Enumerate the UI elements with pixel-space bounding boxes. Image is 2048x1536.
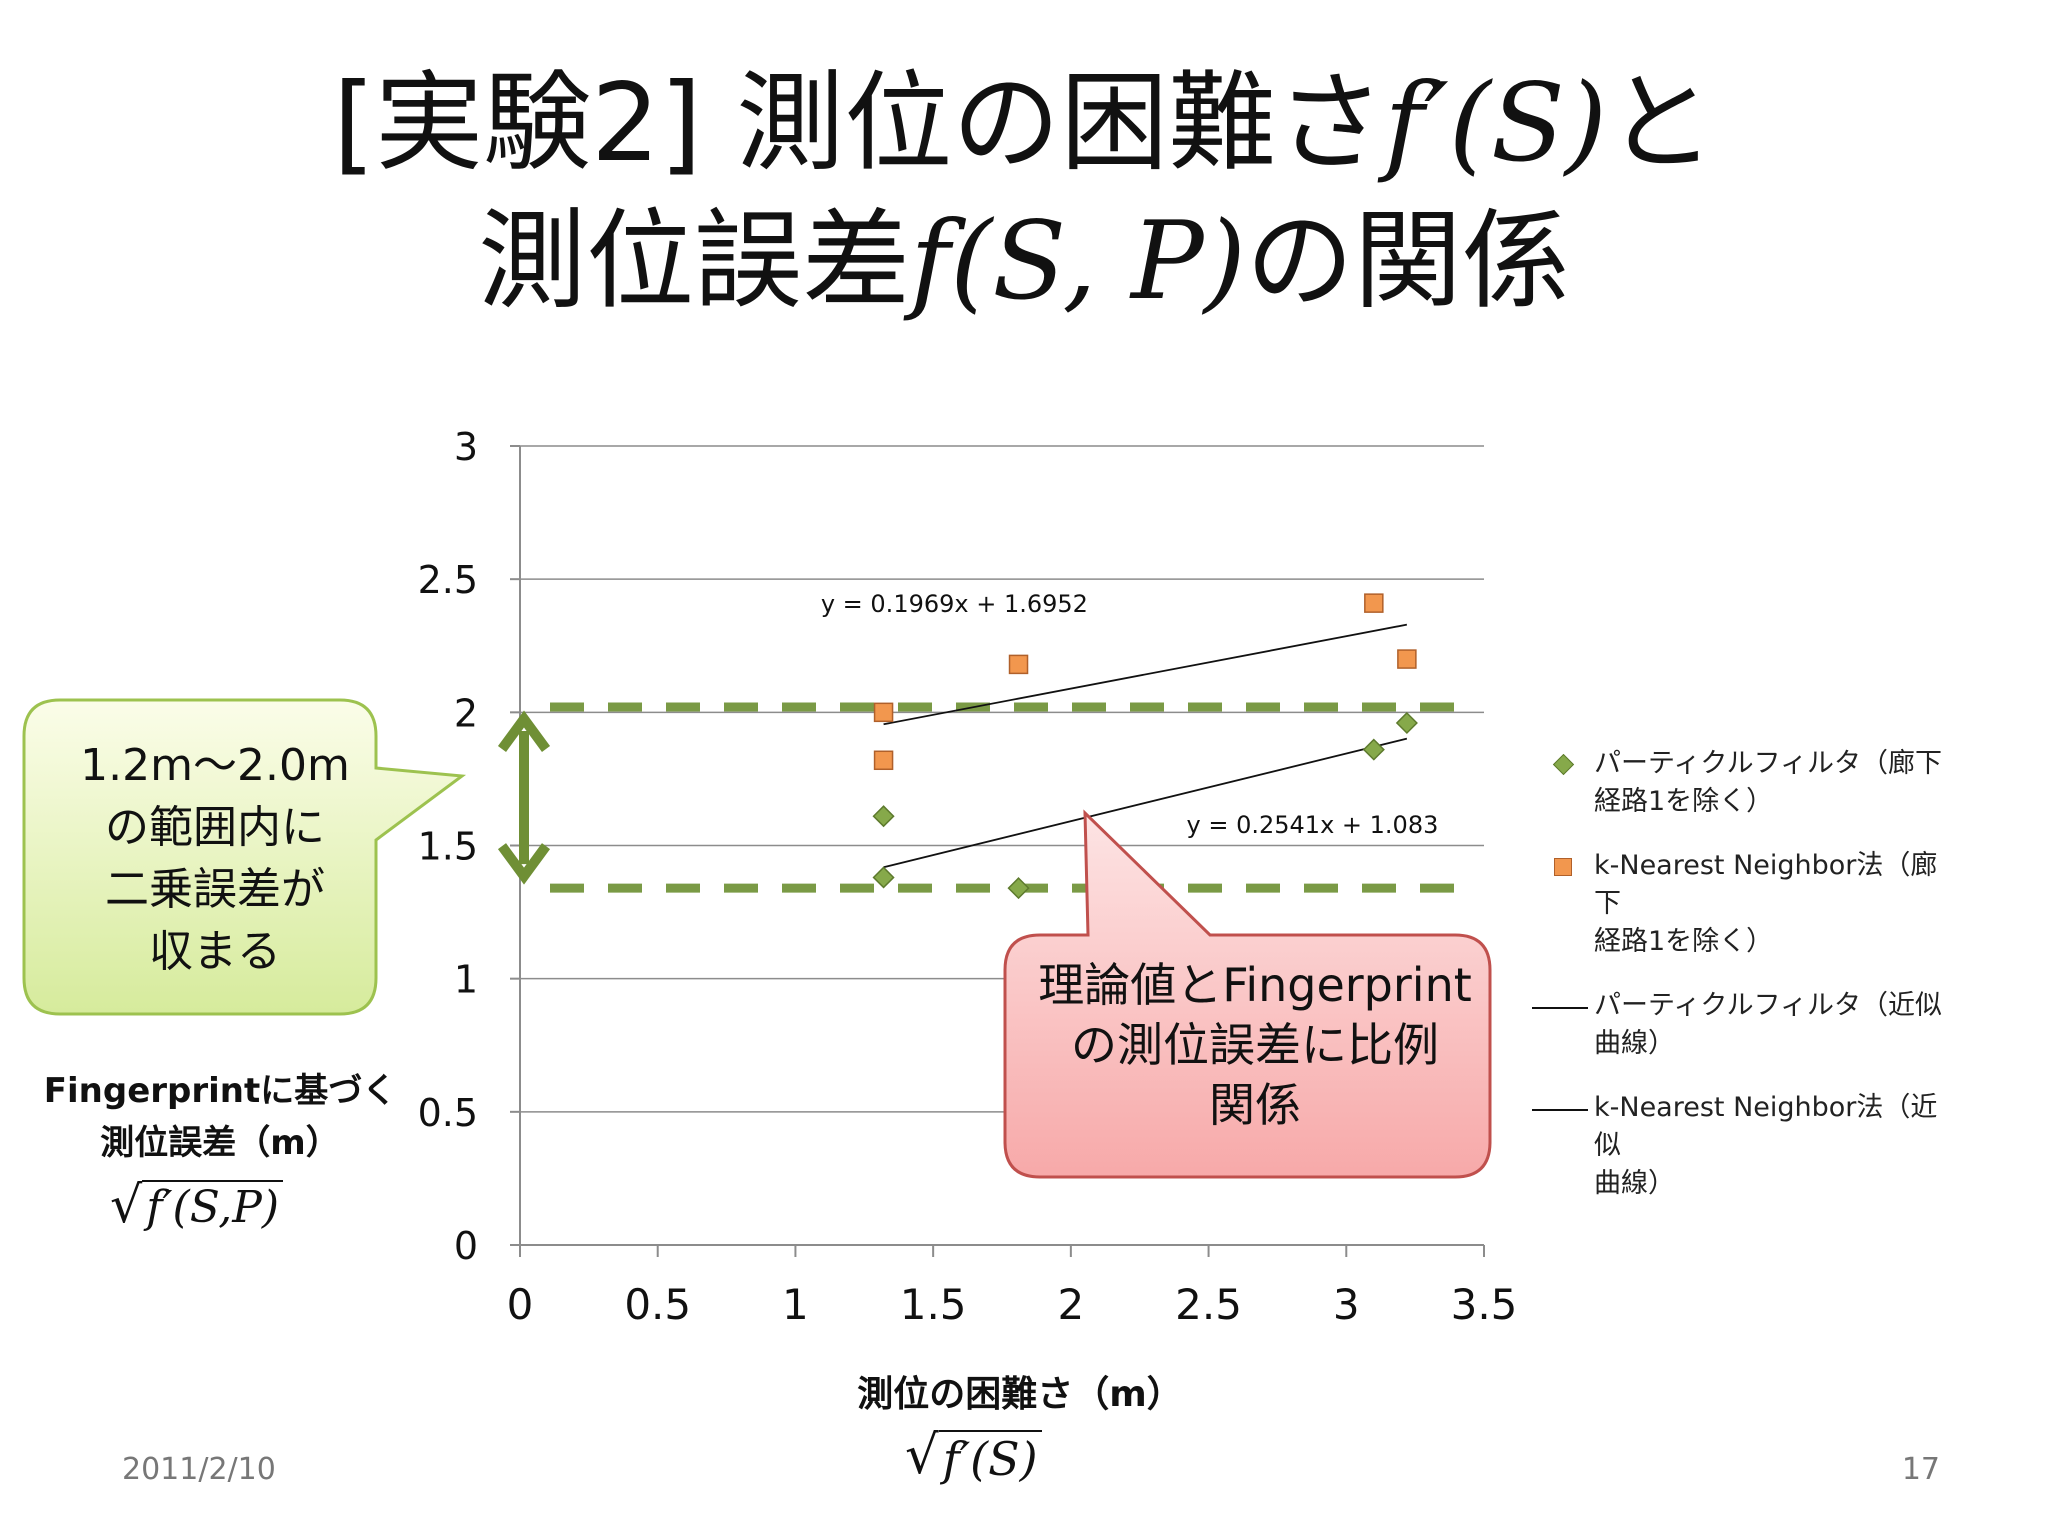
green-callout-line: 二乗誤差が [105, 864, 325, 915]
x-axis-formula-text: f′(S) [938, 1430, 1042, 1485]
y-axis-label: Fingerprintに基づく 測位誤差（m） [40, 1065, 400, 1169]
trendline [883, 623, 1408, 726]
red-callout-line: 関係 [1209, 1078, 1301, 1132]
legend-marker-square-icon [1530, 847, 1594, 887]
reference-lines [550, 702, 1474, 893]
y-axis-label-line: Fingerprintに基づく [43, 1071, 397, 1111]
legend-label: パーティクルフィルタ（近似 曲線） [1594, 990, 1943, 1059]
x-tick-label: 2.5 [1175, 1280, 1242, 1329]
slide-page-number: 17 [1901, 1452, 1940, 1487]
x-tick-label: 1 [782, 1280, 809, 1329]
legend-label: k-Nearest Neighbor法（近似 曲線） [1594, 1092, 1938, 1199]
title-line-1-suffix: と [1607, 61, 1716, 186]
y-axis-label-line: 測位誤差（m） [100, 1123, 340, 1163]
trendlines [883, 623, 1408, 869]
range-arrow-head-up [497, 710, 551, 752]
grid-lines [520, 445, 1484, 1113]
green-callout-line: の範囲内に [105, 802, 325, 853]
x-tick-label: 1.5 [900, 1280, 967, 1329]
title-line-1-text: [実験2] 測位の困難さ [332, 61, 1385, 186]
y-tick-label: 1 [454, 958, 478, 1002]
x-axis-label: 測位の困難さ（m） [857, 1374, 1183, 1415]
range-arrow [497, 710, 551, 885]
data-point-diamond [872, 805, 895, 828]
x-tick-label: 0.5 [624, 1280, 691, 1329]
legend-marker-diamond-icon [1530, 745, 1594, 785]
slide-date: 2011/2/10 [122, 1452, 276, 1487]
title-line-2: 測位誤差f(S, P)の関係 [0, 193, 2048, 331]
legend-marker-line-icon [1530, 1089, 1594, 1129]
chart-legend: パーティクルフィルタ（廊下 経路1を除く） k-Nearest Neighbor法… [1530, 745, 1950, 1229]
y-tick-label: 0.5 [418, 1091, 478, 1135]
title-line-1-math: f′(S) [1384, 61, 1608, 186]
x-tick-label: 3.5 [1451, 1280, 1518, 1329]
y-axis-formula: √ f′(S,P) [110, 1175, 310, 1250]
data-point-diamond [1007, 877, 1030, 900]
tick-labels: 0 0.5 1 1.5 2 2.5 3 0 0.5 1 1.5 2 2.5 3 3.5 [418, 425, 1518, 1329]
legend-item: パーティクルフィルタ（廊下 経路1を除く） [1530, 745, 1950, 821]
y-axis-formula-text: f′(S,P) [142, 1180, 284, 1232]
y-tick-label: 1.5 [418, 825, 478, 869]
title-line-2-suffix: の関係 [1245, 199, 1570, 324]
green-callout-line: 収まる [149, 926, 281, 977]
trendline [883, 737, 1408, 869]
data-points [872, 593, 1418, 900]
green-callout-text: 1.2m～2.0m の範囲内に 二乗誤差が 収まる [30, 735, 400, 983]
green-callout-bubble [22, 698, 467, 1016]
sqrt-icon: √ [905, 1425, 939, 1486]
legend-item: k-Nearest Neighbor法（廊下 経路1を除く） [1530, 847, 1950, 961]
data-point-square [1008, 654, 1029, 675]
x-axis-formula: √ f′(S) [905, 1425, 1165, 1510]
legend-item: k-Nearest Neighbor法（近似 曲線） [1530, 1089, 1950, 1203]
data-point-square [873, 750, 894, 771]
x-tick-label: 2 [1057, 1280, 1084, 1329]
data-point-diamond [872, 866, 895, 889]
title-line-1: [実験2] 測位の困難さf′(S)と [0, 55, 2048, 193]
range-arrow-head-down [497, 843, 551, 885]
data-point-square [873, 702, 894, 723]
slide-title: [実験2] 測位の困難さf′(S)と 測位誤差f(S, P)の関係 [0, 55, 2048, 331]
sqrt-icon: √ [110, 1175, 143, 1234]
y-tick-label: 3 [454, 425, 478, 469]
data-point-diamond [1362, 738, 1385, 761]
red-callout-line: 理論値とFingerprint [1038, 958, 1472, 1012]
legend-item: パーティクルフィルタ（近似 曲線） [1530, 987, 1950, 1063]
data-point-square [1364, 593, 1384, 613]
y-tick-label: 0 [454, 1224, 478, 1268]
legend-marker-line-icon [1530, 987, 1594, 1027]
data-point-diamond [1395, 711, 1418, 735]
data-point-square [1397, 649, 1417, 669]
red-callout-bubble [1003, 809, 1492, 1179]
red-callout-line: の測位誤差に比例 [1071, 1018, 1439, 1072]
legend-label: k-Nearest Neighbor法（廊下 経路1を除く） [1594, 850, 1938, 957]
x-tick-label: 3 [1333, 1280, 1360, 1329]
legend-label: パーティクルフィルタ（廊下 経路1を除く） [1594, 748, 1943, 817]
green-callout-line: 1.2m～2.0m [80, 740, 350, 791]
red-callout-text: 理論値とFingerprint の測位誤差に比例 関係 [1005, 955, 1505, 1135]
x-tick-label: 0 [507, 1280, 534, 1329]
trendline-label-knn: y = 0.1969x + 1.6952 [820, 590, 1088, 619]
title-line-2-math: f(S, P) [910, 199, 1246, 324]
y-tick-label: 2 [454, 691, 478, 735]
title-line-2-text: 測位誤差 [478, 199, 911, 324]
trendline-label-pf: y = 0.2541x + 1.083 [1186, 810, 1439, 839]
y-tick-label: 2.5 [418, 558, 478, 602]
